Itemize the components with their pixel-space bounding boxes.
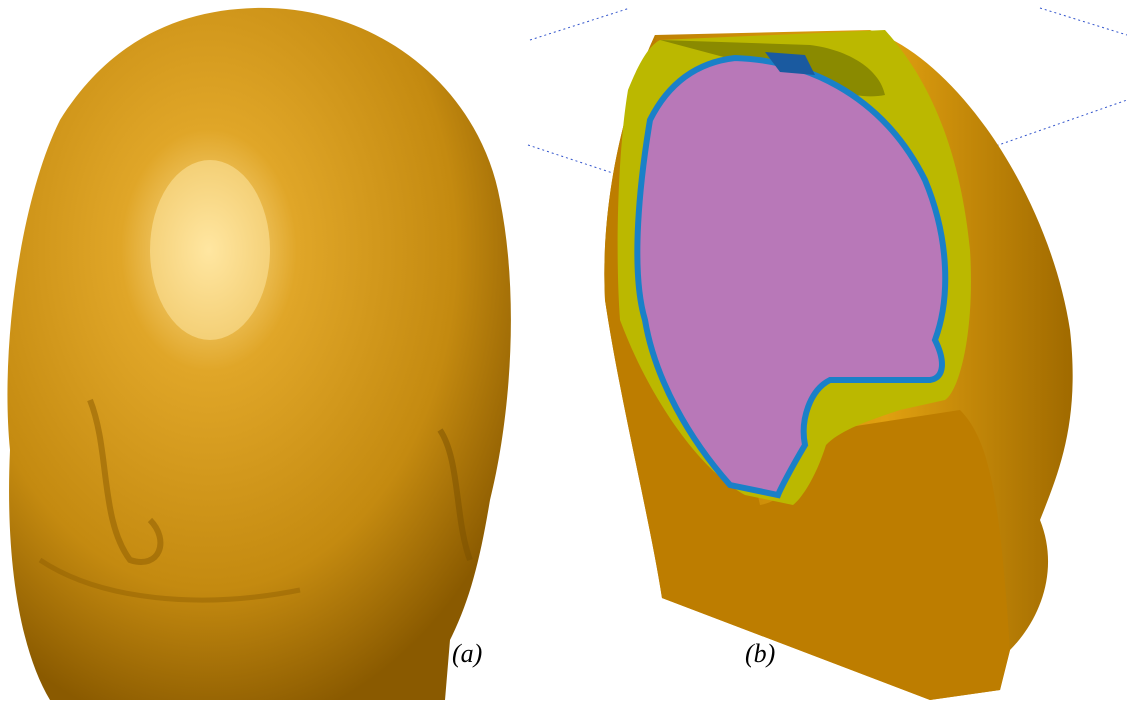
panel-label: (a) (452, 639, 482, 668)
figure: (a) (b) (0, 0, 1127, 701)
head-render (7, 8, 510, 700)
panel-label: (b) (745, 639, 775, 668)
cut-head-render (604, 30, 1072, 700)
